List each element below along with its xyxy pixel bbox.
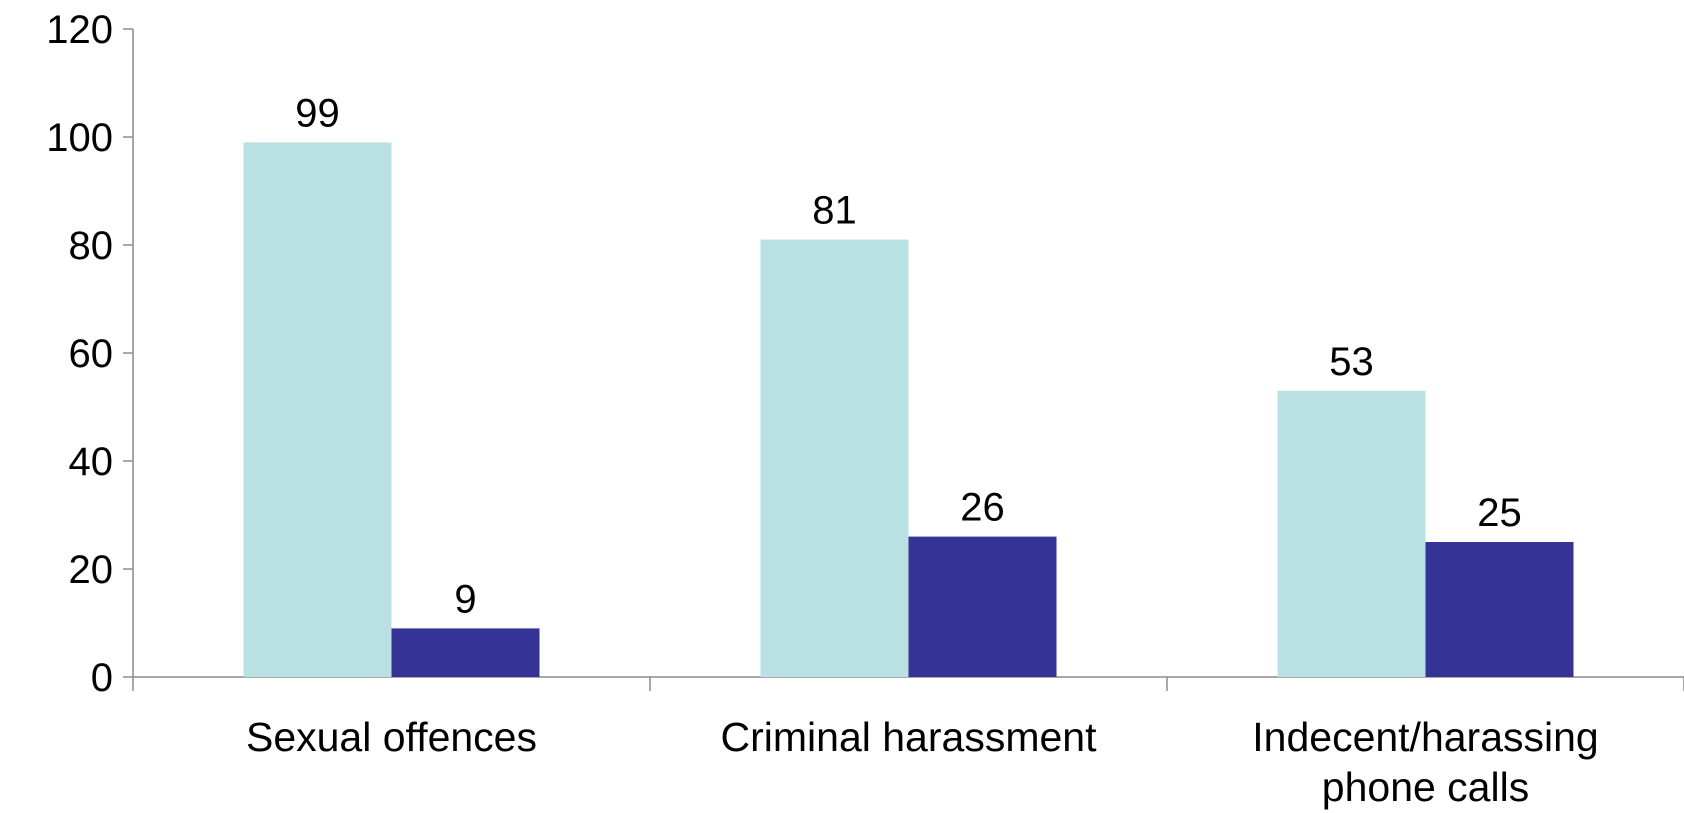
data-label: 9 bbox=[454, 577, 476, 621]
category-label: Sexual offences bbox=[246, 714, 537, 760]
y-axis: 0 20 40 60 80 100 120 bbox=[46, 8, 134, 700]
category-label-line: Indecent/harassing bbox=[1252, 714, 1598, 760]
category-label: Criminal harassment bbox=[721, 714, 1098, 760]
data-label: 53 bbox=[1329, 340, 1374, 384]
data-label: 81 bbox=[812, 189, 857, 233]
bar bbox=[1425, 542, 1574, 677]
category-label-line: Criminal harassment bbox=[721, 714, 1098, 760]
bar bbox=[1277, 390, 1426, 677]
y-tick-label: 80 bbox=[69, 224, 114, 268]
bar bbox=[243, 142, 392, 677]
y-tick-label: 100 bbox=[46, 116, 113, 160]
category-labels: Sexual offences Criminal harassment Indece… bbox=[246, 714, 1599, 810]
bars bbox=[243, 142, 1574, 677]
bar bbox=[908, 536, 1057, 677]
bar bbox=[760, 239, 909, 677]
y-tick-label: 20 bbox=[69, 548, 114, 592]
data-label: 99 bbox=[295, 91, 340, 135]
category-label-line: phone calls bbox=[1322, 764, 1529, 810]
category-label-line: Sexual offences bbox=[246, 714, 537, 760]
category-label: Indecent/harassing phone calls bbox=[1252, 714, 1598, 810]
y-tick-label: 120 bbox=[46, 8, 113, 52]
bar bbox=[391, 628, 540, 677]
y-tick-label: 60 bbox=[69, 332, 114, 376]
data-label: 25 bbox=[1477, 491, 1522, 535]
y-tick-label: 0 bbox=[91, 656, 113, 700]
y-tick-label: 40 bbox=[69, 440, 114, 484]
data-label: 26 bbox=[960, 486, 1005, 530]
x-axis bbox=[132, 676, 1684, 691]
